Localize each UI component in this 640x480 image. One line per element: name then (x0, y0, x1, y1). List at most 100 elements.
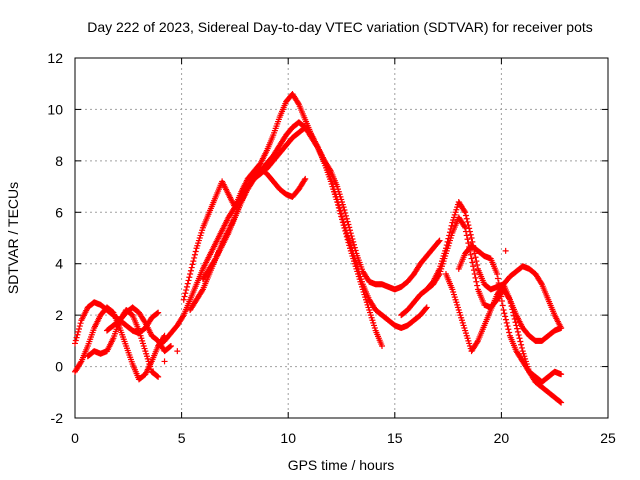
data-point (471, 250, 478, 257)
data-point (344, 218, 351, 225)
data-point (511, 316, 518, 322)
data-point (467, 231, 474, 238)
data-point (464, 218, 471, 225)
y-tick-label: 2 (55, 307, 63, 323)
data-point (473, 278, 480, 285)
x-tick-labels: 0 5 10 15 20 25 (71, 430, 616, 446)
data-point (510, 312, 517, 319)
data-point (506, 296, 513, 303)
data-point (468, 235, 475, 241)
data-point (183, 287, 190, 294)
data-point (75, 328, 82, 335)
data-point (470, 263, 477, 270)
data-point (508, 303, 515, 310)
data-point (557, 398, 564, 405)
data-point (187, 271, 194, 277)
data-point (295, 100, 302, 106)
data-point (558, 371, 565, 378)
data-point (499, 302, 506, 309)
data-point (498, 298, 505, 304)
data-point (343, 212, 350, 219)
series-outliers (161, 247, 509, 365)
series-arc-12 (103, 304, 174, 355)
series-arc-6 (180, 91, 443, 303)
y-tick-labels: -2 0 2 4 6 8 10 12 (47, 50, 63, 426)
data-point (341, 207, 348, 214)
data-point (446, 232, 453, 239)
data-point (352, 247, 359, 254)
data-point (498, 293, 505, 300)
y-tick-label: -2 (51, 410, 64, 426)
x-tick-label: 0 (71, 430, 79, 446)
data-point (462, 209, 469, 216)
data-point (465, 222, 472, 229)
data-point (509, 306, 516, 313)
data-point (76, 323, 83, 330)
data-point (435, 238, 442, 245)
data-point (183, 283, 190, 290)
data-point (339, 213, 346, 220)
data-point (474, 262, 481, 268)
series-arc-7 (199, 165, 309, 283)
data-point (474, 282, 481, 289)
data-point (504, 323, 511, 330)
data-point (77, 320, 84, 327)
data-point (422, 305, 429, 312)
x-tick-label: 25 (600, 430, 616, 446)
data-point (351, 244, 358, 251)
data-point (343, 215, 350, 222)
data-point (518, 344, 525, 351)
data-point (494, 271, 501, 277)
series-arc-3 (84, 307, 162, 380)
data-point (471, 271, 478, 277)
data-point (75, 325, 82, 332)
data-point (514, 328, 521, 335)
y-tick-label: 0 (55, 359, 63, 375)
data-point (187, 267, 194, 274)
data-point (155, 373, 162, 380)
data-point (161, 358, 168, 365)
data-point (190, 258, 197, 265)
data-point (167, 343, 174, 350)
series-arc-11 (455, 242, 565, 385)
data-point (155, 309, 162, 316)
y-tick-label: 8 (55, 153, 63, 169)
data-point (350, 238, 357, 245)
data-point (199, 287, 206, 294)
y-axis-label: SDTVAR / TECUs (5, 182, 21, 294)
data-point (185, 277, 192, 284)
y-tick-label: 4 (55, 256, 63, 272)
data-point (513, 322, 520, 329)
axis-ticks (74, 57, 609, 419)
data-point (515, 332, 522, 339)
data-point (339, 216, 346, 223)
data-point (335, 202, 342, 209)
data-point (167, 343, 174, 349)
data-point (538, 280, 545, 286)
data-point (517, 338, 524, 345)
data-point (188, 264, 195, 271)
data-point (349, 235, 356, 242)
data-point (465, 240, 472, 247)
data-point (445, 235, 452, 242)
data-point (338, 210, 345, 217)
data-point (436, 237, 443, 244)
x-tick-label: 15 (387, 430, 403, 446)
data-point (154, 310, 161, 317)
data-point (443, 242, 450, 249)
y-tick-label: 12 (47, 50, 63, 66)
data-point (473, 258, 480, 265)
data-point (154, 373, 161, 380)
x-tick-label: 5 (178, 430, 186, 446)
data-point (342, 209, 349, 216)
data-point (462, 224, 469, 231)
series-arc-10 (442, 263, 565, 355)
data-point (512, 319, 519, 326)
data-point (494, 275, 501, 282)
y-tick-label: 6 (55, 204, 63, 220)
data-point (302, 175, 309, 182)
data-points (72, 91, 565, 406)
data-point (74, 331, 81, 338)
y-tick-label: 10 (47, 101, 63, 117)
data-point (191, 254, 198, 261)
